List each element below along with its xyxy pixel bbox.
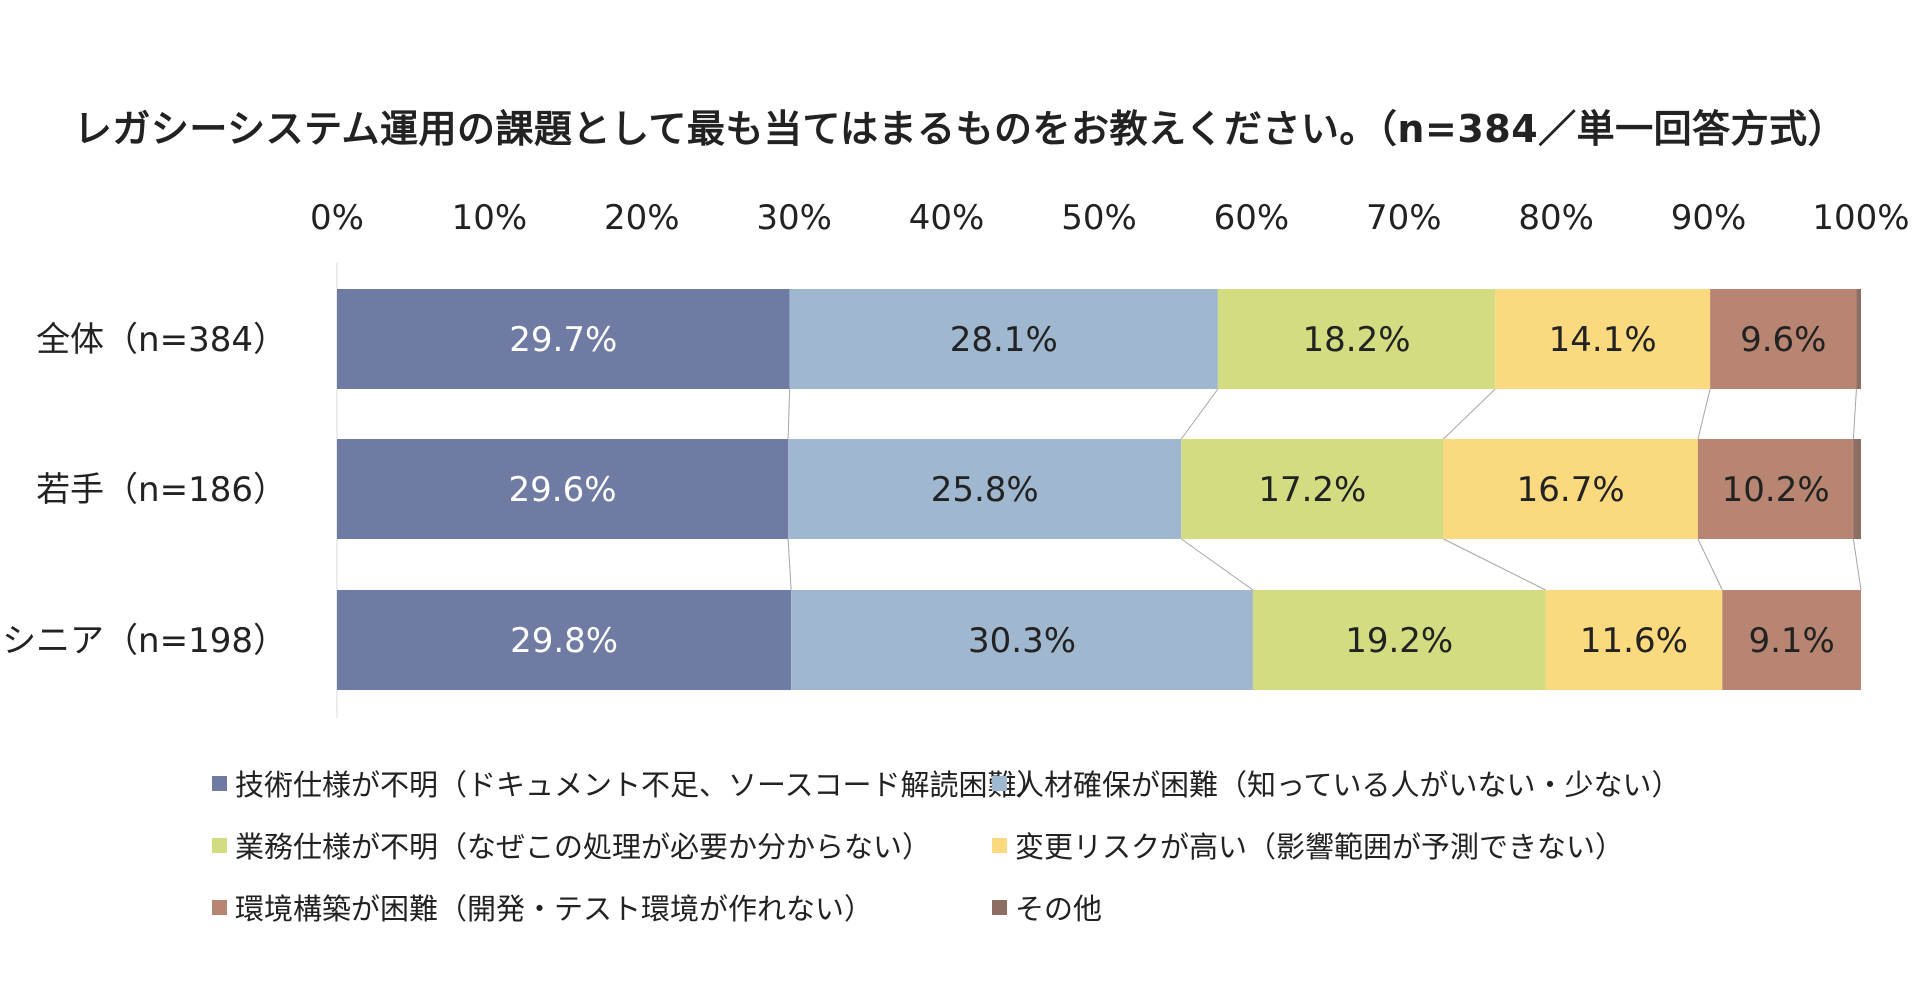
bar-segment [1853,439,1861,539]
series-line [1852,388,1857,440]
series-line [787,538,792,591]
legend-swatch [212,837,227,853]
bar-segment [789,289,1218,389]
data-label: 25.8% [931,470,1039,510]
legend-item: 変更リスクが高い（影響範囲が予測できない） [992,824,1624,866]
legend-label: 人材確保が困難（知っている人がいない・少ない） [1015,768,1681,802]
series-line [1443,388,1496,440]
data-labels: 29.7% 28.1% 18.2% 14.1% 9.6% 29.6% 25.8% 17.2% 1… [509,320,1835,661]
x-tick-label: 10% [452,198,528,238]
legend-label: その他 [1015,892,1103,926]
bar-segment [1495,289,1711,389]
data-label: 30.3% [968,621,1076,661]
legend-item: その他 [992,886,1102,928]
legend-item: 人材確保が困難（知っている人がいない・少ない） [992,762,1681,804]
bar-segment [791,590,1253,690]
legend-label: 変更リスクが高い（影響範囲が予測できない） [1015,830,1625,864]
x-tick-label: 30% [756,198,832,238]
data-label: 16.7% [1517,470,1625,510]
series-line [1180,388,1219,440]
x-tick-label: 20% [604,198,680,238]
bar-segment [1217,289,1496,389]
data-label: 10.2% [1722,470,1830,510]
series-line [1697,388,1711,440]
bar-segment [1181,439,1444,539]
data-label: 29.8% [510,621,618,661]
legend-swatch [212,899,227,915]
legend-swatch [212,775,227,791]
bar-segment [1697,439,1854,539]
series-line [787,388,791,440]
bar-segment [337,590,792,690]
data-label: 29.7% [509,320,617,360]
x-tick-label: 100% [1812,198,1909,238]
data-label: 14.1% [1549,320,1657,360]
bar-segment [1710,289,1857,389]
data-label: 18.2% [1303,320,1411,360]
x-tick-label: 70% [1366,198,1442,238]
bar-segment [1722,590,1861,690]
series-lines [787,388,1862,591]
legend-item: 業務仕様が不明（なぜこの処理が必要か分からない） [212,824,931,866]
legend-swatch [992,837,1007,853]
legend-label: 技術仕様が不明（ドキュメント不足、ソースコード解読困難） [235,768,1046,802]
category-labels: 全体（n=384） 若手（n=186） シニア（n=198） [2,320,287,661]
data-label: 28.1% [950,320,1058,360]
x-axis: 0% 10% 20% 30% 40% 50% 60% 70% 80% 90% 100% [310,198,1910,718]
bar-segment [788,439,1182,539]
chart-title: レガシーシステム運用の課題として最も当てはまるものをお教えください。（n=384… [73,107,1847,151]
x-tick-label: 60% [1214,198,1290,238]
x-tick-label: 40% [909,198,985,238]
x-tick-label: 80% [1518,198,1594,238]
legend-swatch [992,775,1007,791]
category-label: 全体（n=384） [36,320,287,360]
x-tick-label: 50% [1061,198,1137,238]
bar-segment [1856,289,1861,389]
x-tick-label: 0% [310,198,364,238]
data-label: 11.6% [1580,621,1688,661]
bars [337,289,1861,690]
category-label: 若手（n=186） [36,470,287,510]
data-label: 9.6% [1740,320,1826,360]
legend-item: 技術仕様が不明（ドキュメント不足、ソースコード解読困難） [212,762,1046,804]
series-line [1443,538,1546,591]
x-tick-label: 90% [1671,198,1747,238]
legend-swatch [992,899,1007,915]
bar-segment [337,289,790,389]
legend-label: 業務仕様が不明（なぜこの処理が必要か分からない） [235,830,932,864]
bar-segment [1252,590,1546,690]
series-line [1697,538,1723,591]
legend-label: 環境構築が困難（開発・テスト環境が作れない） [235,892,874,926]
category-label: シニア（n=198） [2,621,287,661]
data-label: 17.2% [1258,470,1366,510]
data-label: 19.2% [1345,621,1453,661]
data-label: 9.1% [1748,621,1834,661]
legend-item: 環境構築が困難（開発・テスト環境が作れない） [212,886,873,928]
bar-segment [1443,439,1698,539]
series-line [1852,538,1862,591]
series-line [1181,538,1254,591]
bar-segment [1545,590,1723,690]
data-label: 29.6% [509,470,617,510]
bar-segment [337,439,789,539]
